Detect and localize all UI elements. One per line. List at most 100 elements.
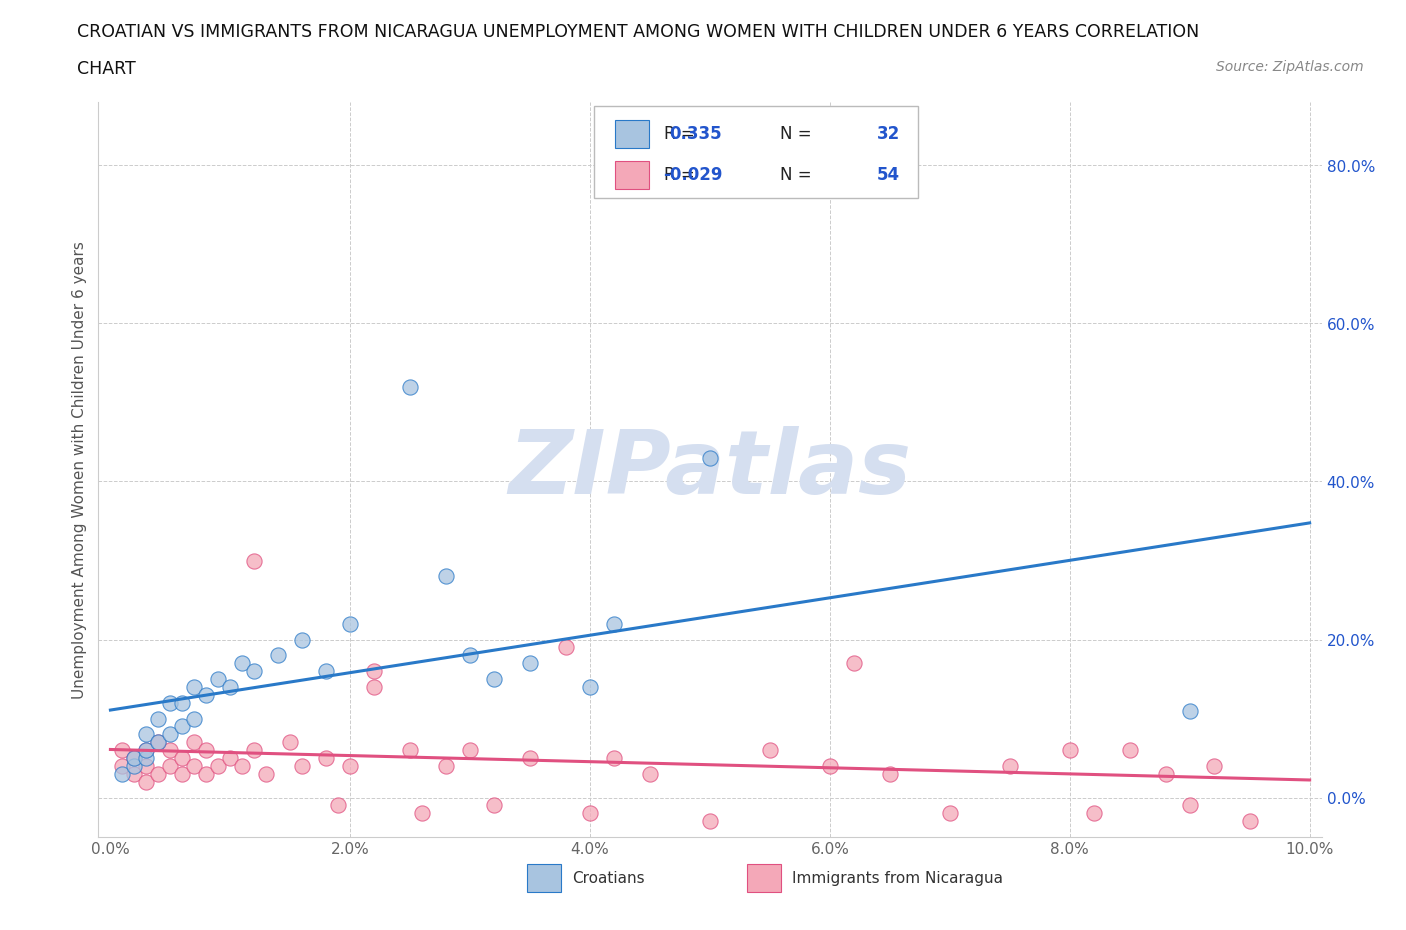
Point bbox=[159, 727, 181, 742]
Point bbox=[243, 664, 266, 679]
Point bbox=[231, 656, 253, 671]
Point bbox=[243, 743, 266, 758]
Point bbox=[243, 553, 266, 568]
Point bbox=[148, 766, 170, 781]
Point bbox=[1178, 798, 1201, 813]
Point bbox=[482, 671, 505, 686]
Point bbox=[124, 751, 146, 765]
FancyBboxPatch shape bbox=[747, 864, 780, 892]
Point bbox=[207, 759, 229, 774]
Text: R =: R = bbox=[664, 166, 695, 184]
Point bbox=[939, 806, 962, 821]
Point bbox=[1059, 743, 1081, 758]
Point bbox=[124, 766, 146, 781]
Point bbox=[135, 743, 157, 758]
Text: -0.029: -0.029 bbox=[662, 166, 723, 184]
Point bbox=[842, 656, 865, 671]
Point bbox=[254, 766, 277, 781]
Text: ZIPatlas: ZIPatlas bbox=[509, 426, 911, 513]
Point bbox=[339, 617, 361, 631]
Point bbox=[434, 759, 457, 774]
Point bbox=[579, 806, 602, 821]
Point bbox=[699, 450, 721, 465]
Text: 54: 54 bbox=[876, 166, 900, 184]
Point bbox=[998, 759, 1021, 774]
Point bbox=[519, 656, 541, 671]
Point bbox=[1202, 759, 1225, 774]
Point bbox=[638, 766, 661, 781]
Point bbox=[458, 743, 481, 758]
Point bbox=[1239, 814, 1261, 829]
Text: CHART: CHART bbox=[77, 60, 136, 78]
Point bbox=[363, 664, 385, 679]
Point bbox=[148, 735, 170, 750]
Point bbox=[1178, 703, 1201, 718]
Text: CROATIAN VS IMMIGRANTS FROM NICARAGUA UNEMPLOYMENT AMONG WOMEN WITH CHILDREN UND: CROATIAN VS IMMIGRANTS FROM NICARAGUA UN… bbox=[77, 23, 1199, 41]
Point bbox=[579, 680, 602, 695]
Point bbox=[111, 743, 134, 758]
Point bbox=[124, 759, 146, 774]
Point bbox=[231, 759, 253, 774]
Text: Source: ZipAtlas.com: Source: ZipAtlas.com bbox=[1216, 60, 1364, 74]
Point bbox=[482, 798, 505, 813]
Point bbox=[135, 751, 157, 765]
FancyBboxPatch shape bbox=[614, 120, 648, 148]
Point bbox=[172, 751, 194, 765]
Point bbox=[135, 759, 157, 774]
Point bbox=[172, 719, 194, 734]
Point bbox=[555, 640, 578, 655]
FancyBboxPatch shape bbox=[526, 864, 561, 892]
Point bbox=[183, 711, 205, 726]
Point bbox=[195, 766, 218, 781]
Text: 0.335: 0.335 bbox=[669, 126, 723, 143]
Point bbox=[195, 687, 218, 702]
Point bbox=[111, 766, 134, 781]
Text: N =: N = bbox=[780, 126, 811, 143]
Point bbox=[411, 806, 433, 821]
FancyBboxPatch shape bbox=[593, 106, 918, 198]
Point bbox=[111, 759, 134, 774]
Point bbox=[603, 751, 626, 765]
Point bbox=[159, 696, 181, 711]
Point bbox=[399, 379, 422, 394]
Text: R =: R = bbox=[664, 126, 695, 143]
Point bbox=[1154, 766, 1177, 781]
Point bbox=[219, 751, 242, 765]
Point bbox=[159, 759, 181, 774]
Point bbox=[172, 696, 194, 711]
Point bbox=[183, 680, 205, 695]
Point bbox=[172, 766, 194, 781]
Point bbox=[1083, 806, 1105, 821]
Point bbox=[328, 798, 350, 813]
Point bbox=[278, 735, 301, 750]
FancyBboxPatch shape bbox=[614, 161, 648, 189]
Point bbox=[339, 759, 361, 774]
Point bbox=[219, 680, 242, 695]
Point bbox=[1119, 743, 1142, 758]
Point bbox=[148, 711, 170, 726]
Point bbox=[135, 775, 157, 790]
Point bbox=[699, 814, 721, 829]
Point bbox=[124, 751, 146, 765]
Text: N =: N = bbox=[780, 166, 811, 184]
Point bbox=[135, 727, 157, 742]
Point bbox=[519, 751, 541, 765]
Point bbox=[291, 759, 314, 774]
Point bbox=[159, 743, 181, 758]
Text: 32: 32 bbox=[876, 126, 900, 143]
Y-axis label: Unemployment Among Women with Children Under 6 years: Unemployment Among Women with Children U… bbox=[72, 241, 87, 698]
Point bbox=[207, 671, 229, 686]
Text: Immigrants from Nicaragua: Immigrants from Nicaragua bbox=[792, 870, 1002, 885]
Point bbox=[458, 648, 481, 663]
Point bbox=[183, 759, 205, 774]
Point bbox=[363, 680, 385, 695]
Point bbox=[135, 743, 157, 758]
Point bbox=[315, 664, 337, 679]
Point bbox=[434, 569, 457, 584]
Point bbox=[267, 648, 290, 663]
Point bbox=[818, 759, 841, 774]
Point bbox=[759, 743, 782, 758]
Point bbox=[148, 735, 170, 750]
Point bbox=[183, 735, 205, 750]
Point bbox=[195, 743, 218, 758]
